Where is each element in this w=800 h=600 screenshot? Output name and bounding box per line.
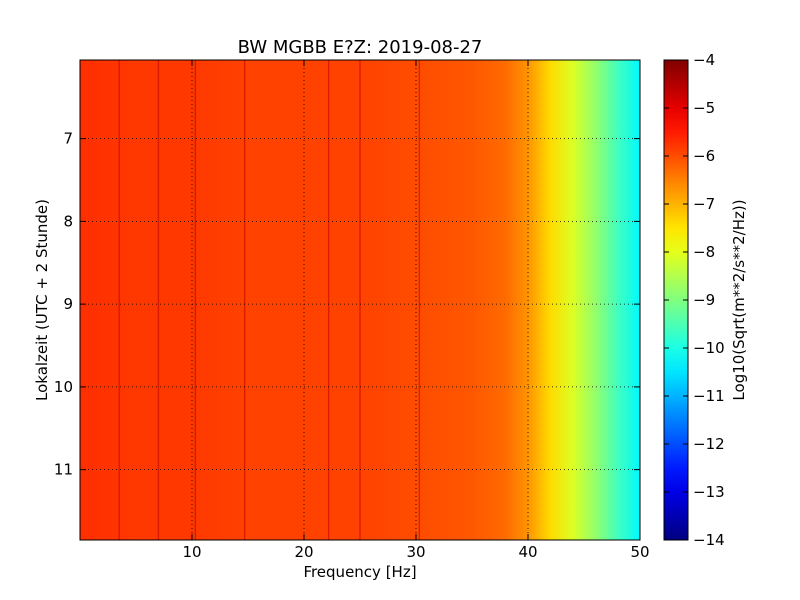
x-axis-label: Frequency [Hz]: [303, 563, 416, 581]
y-tick-label: 11: [54, 461, 73, 479]
colorbar-tick-label: −5: [693, 99, 715, 117]
colorbar-tick-label: −13: [693, 483, 725, 501]
y-tick-label: 10: [54, 378, 73, 396]
colorbar-tick-label: −8: [693, 243, 715, 261]
y-tick-label: 9: [63, 295, 73, 313]
spectral-lines: [118, 60, 421, 540]
x-tick-label: 20: [294, 543, 313, 561]
colorbar-ticks: −4 −5 −6 −7 −8 −9 −10 −11 −12 −13 −14: [664, 51, 725, 549]
colorbar-tick-label: −10: [693, 339, 725, 357]
colorbar-tick-label: −6: [693, 147, 715, 165]
x-tick-label: 40: [518, 543, 537, 561]
colorbar-label: Log10(Sqrt(m**2/s**2/Hz)): [730, 199, 748, 400]
colorbar-tick-label: −12: [693, 435, 725, 453]
x-axis-ticks: 10 20 30 40 50: [182, 60, 650, 561]
x-tick-label: 30: [406, 543, 425, 561]
plot-area: 10 20 30 40 50 7 8 9 10 11: [54, 59, 650, 561]
colorbar-tick-label: −9: [693, 291, 715, 309]
colorbar-tick-label: −4: [693, 51, 715, 69]
y-axis-ticks: 7 8 9 10 11: [54, 130, 640, 479]
x-tick-label: 50: [630, 543, 649, 561]
y-tick-label: 7: [63, 130, 73, 148]
colorbar-tick-label: −11: [693, 387, 725, 405]
y-tick-label: 8: [63, 212, 73, 230]
grid-lines: [80, 60, 640, 540]
colorbar: −4 −5 −6 −7 −8 −9 −10 −11 −12 −13 −14: [663, 51, 725, 549]
x-tick-label: 10: [182, 543, 201, 561]
colorbar-tick-label: −7: [693, 195, 715, 213]
chart-title: BW MGBB E?Z: 2019-08-27: [238, 37, 483, 58]
plot-frame: [79, 59, 641, 541]
colorbar-tick-label: −14: [693, 531, 725, 549]
y-axis-label: Lokalzeit (UTC + 2 Stunde): [33, 199, 51, 401]
